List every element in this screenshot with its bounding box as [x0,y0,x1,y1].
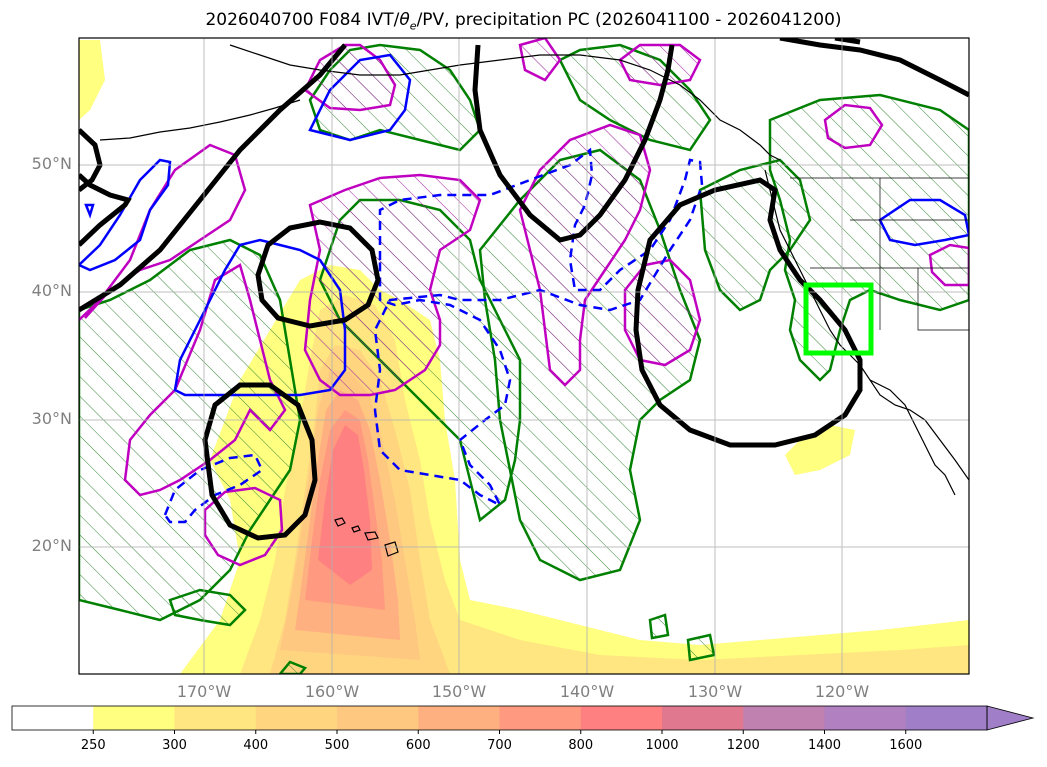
precip-region [79,238,302,622]
colorbar-segment [337,706,419,730]
theta-e-contour [834,38,861,45]
precip-region [558,43,712,152]
colorbar-tick-label: 500 [324,738,350,753]
map-frame [78,37,970,675]
colorbar-tick-label: 800 [568,738,594,753]
map-title: 2026040700 F084 IVT/θe/PV, precipitation… [205,10,842,33]
precip-region [686,633,716,662]
colorbar-tick-label: 1600 [889,738,923,753]
pv-blue-contour [79,158,172,272]
theta-e-contour [633,177,863,448]
hawaii-islands [334,517,399,557]
pv-blue-contour [84,203,95,219]
state-borders [790,177,969,331]
colorbar-segment [743,706,825,730]
pv-magenta-contour [79,143,247,321]
colorbar-tick-label: 1200 [726,738,760,753]
theta-e-contour [79,173,132,247]
precip-region [648,613,670,640]
lon-label-170w: 170°W [176,682,232,701]
lon-label-160w: 160°W [304,682,360,701]
coastline-baja [869,379,956,496]
theta-e-contours [79,38,969,541]
lat-label-30: 30°N [31,409,72,428]
lon-label-130w: 130°W [687,682,743,701]
colorbar-segment [12,706,94,730]
lat-label-50: 50°N [31,154,72,173]
pv-magenta-contour [623,258,702,367]
gridlines [79,38,969,674]
colorbar-segment [905,706,988,730]
lon-label-140w: 140°W [559,682,615,701]
colorbar-segment [824,706,907,730]
colorbar-tick-label: 400 [243,738,269,753]
colorbar-segment [580,706,663,730]
colorbar-segment [255,706,338,730]
highlight-box [803,282,874,356]
colorbar-tick-label: 600 [405,738,431,753]
pv-magenta-contour [618,43,702,87]
colorbar-extend-arrow [986,705,1035,731]
theta-e-contour [255,219,381,329]
colorbar [11,705,1035,734]
pv-magenta-contour [518,38,562,82]
colorbar-tick-label: 300 [162,738,187,753]
coastline-north-america [764,169,969,481]
ivt-250-region [79,40,105,120]
theta-e-contour [79,43,347,313]
pv-magenta-contour [928,243,969,287]
theta-e-contour [779,38,969,98]
coastline-alaska [229,44,781,161]
colorbar-segment [499,706,582,730]
precip-region [278,660,308,674]
pv-magenta-contour [203,486,284,567]
colorbar-segment [662,706,744,730]
lon-label-150w: 150°W [431,682,487,701]
coastlines [99,44,969,557]
colorbar-tick-label: 1400 [807,738,842,753]
map-plot-area [79,38,969,674]
colorbar-tick-label: 700 [487,738,512,753]
precip-region [168,588,247,627]
colorbar-tick-label: 1000 [645,738,679,753]
lat-label-20: 20°N [31,536,72,555]
pv-magenta-contour [123,263,287,497]
lon-label-120w: 120°W [814,682,870,701]
colorbar-segment [418,706,500,730]
coastline-aleutians [99,99,301,141]
pv-blue-contour [173,238,347,397]
pv-blue-contour [878,198,969,247]
colorbar-segment [174,706,257,730]
theta-e-contour [202,382,318,541]
lat-label-40: 40°N [31,281,72,300]
pv-blue-dashed-contour [163,453,264,524]
theta-e-contour [472,44,675,243]
ivt-250-region [785,425,855,475]
pv-blue-contours [79,53,969,397]
pv-magenta-contour [823,103,884,150]
pv-blue-contour [308,53,412,142]
colorbar-segment [93,706,175,730]
colorbar-tick-label: 250 [80,738,106,753]
